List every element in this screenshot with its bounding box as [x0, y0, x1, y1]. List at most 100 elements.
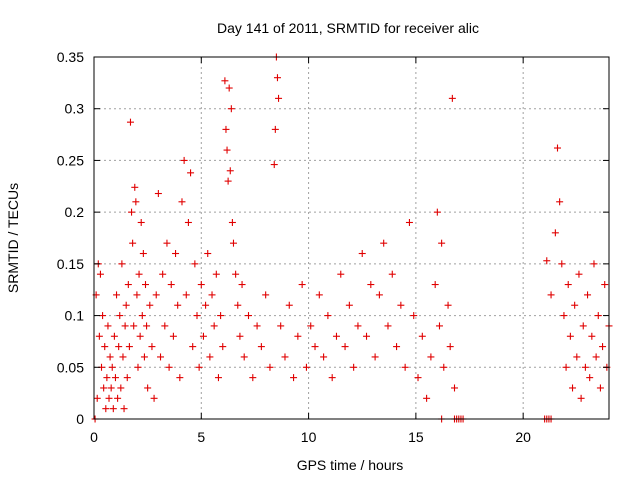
data-point	[165, 363, 173, 371]
data-point	[554, 144, 561, 152]
data-point	[596, 384, 604, 392]
data-point	[228, 218, 236, 226]
data-point	[118, 260, 126, 268]
data-point	[358, 250, 366, 258]
data-point	[157, 353, 165, 361]
data-point	[290, 374, 298, 382]
data-point	[245, 312, 252, 320]
data-point	[103, 374, 111, 382]
data-point	[281, 353, 289, 361]
data-point	[104, 322, 112, 330]
data-point	[414, 374, 422, 382]
data-point	[214, 374, 222, 382]
data-point	[418, 332, 426, 340]
data-point	[547, 291, 555, 299]
data-point	[543, 257, 551, 265]
data-point	[566, 332, 574, 340]
data-point	[556, 198, 564, 206]
data-point	[120, 405, 128, 413]
y-tick-label: 0.05	[57, 359, 84, 375]
data-point	[571, 301, 579, 309]
y-axis-label: SRMTID / TECUs	[5, 183, 21, 293]
data-point	[367, 281, 375, 289]
data-point	[206, 353, 214, 361]
x-tick-label: 20	[515, 429, 531, 445]
data-point	[152, 291, 160, 299]
data-point	[569, 384, 577, 392]
data-point	[199, 332, 207, 340]
data-point	[222, 125, 230, 133]
data-point	[446, 343, 454, 351]
data-point	[135, 270, 143, 278]
data-point	[121, 322, 129, 330]
data-point	[108, 363, 116, 371]
data-point	[236, 332, 244, 340]
data-point	[125, 343, 133, 351]
data-point	[273, 74, 281, 82]
data-point	[146, 301, 154, 309]
data-point	[285, 301, 293, 309]
data-point	[401, 363, 409, 371]
data-point	[594, 312, 602, 320]
data-point	[114, 394, 122, 402]
data-point	[435, 322, 443, 330]
data-point	[586, 374, 594, 382]
data-point	[169, 332, 177, 340]
data-point	[95, 332, 103, 340]
x-tick-label: 10	[301, 429, 317, 445]
data-point	[232, 270, 240, 278]
data-point	[202, 301, 210, 309]
data-point	[560, 312, 568, 320]
data-point	[380, 239, 388, 247]
data-point	[142, 281, 149, 289]
data-point	[581, 363, 589, 371]
plot-frame	[93, 56, 610, 420]
data-point	[427, 353, 435, 361]
data-point	[444, 301, 452, 309]
data-point	[601, 281, 609, 289]
data-point	[161, 322, 169, 330]
data-point	[350, 363, 358, 371]
data-point	[195, 363, 203, 371]
data-point	[573, 353, 581, 361]
data-point	[105, 394, 113, 402]
y-tick-label: 0.1	[65, 308, 85, 324]
data-point	[110, 332, 118, 340]
data-point	[111, 374, 119, 382]
data-point	[298, 281, 306, 289]
data-point	[599, 343, 607, 351]
data-point	[393, 343, 401, 351]
y-tick-label: 0.35	[57, 49, 84, 65]
data-point	[234, 301, 242, 309]
data-point	[363, 332, 371, 340]
data-point	[219, 343, 227, 351]
data-point	[184, 218, 192, 226]
data-point	[388, 270, 396, 278]
data-point	[119, 353, 127, 361]
data-point	[193, 312, 201, 320]
data-point	[332, 332, 340, 340]
y-tick-label: 0.2	[65, 204, 85, 220]
grid-lines	[94, 57, 609, 419]
data-point	[137, 218, 145, 226]
data-point	[438, 239, 446, 247]
data-point	[189, 343, 197, 351]
data-point	[116, 312, 124, 320]
data-point	[172, 250, 180, 258]
data-point	[223, 146, 231, 154]
data-point	[558, 260, 566, 268]
data-point	[294, 332, 302, 340]
data-point	[143, 322, 151, 330]
data-point	[371, 353, 379, 361]
data-point	[562, 363, 570, 371]
data-point	[275, 94, 283, 102]
data-point	[577, 394, 585, 402]
data-point	[238, 281, 246, 289]
data-point	[328, 374, 336, 382]
data-point	[130, 322, 138, 330]
x-tick-label: 0	[90, 429, 98, 445]
data-point	[227, 105, 235, 113]
data-point	[101, 343, 109, 351]
data-point	[133, 291, 141, 299]
